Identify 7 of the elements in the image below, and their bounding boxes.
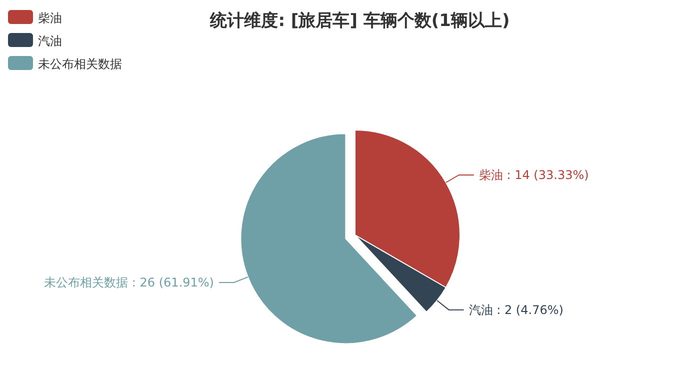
legend-label: 汽油 [38,34,62,48]
legend-label: 未公布相关数据 [38,57,122,71]
chart-title: 统计维度: [旅居车] 车辆个数(1辆以上) [209,11,510,31]
data-label: 未公布相关数据 : 26 (61.91%) [44,275,214,290]
legend-label: 柴油 [38,11,62,25]
data-label: 柴油 : 14 (33.33%) [478,168,589,182]
data-label: 汽油 : 2 (4.76%) [468,302,564,317]
